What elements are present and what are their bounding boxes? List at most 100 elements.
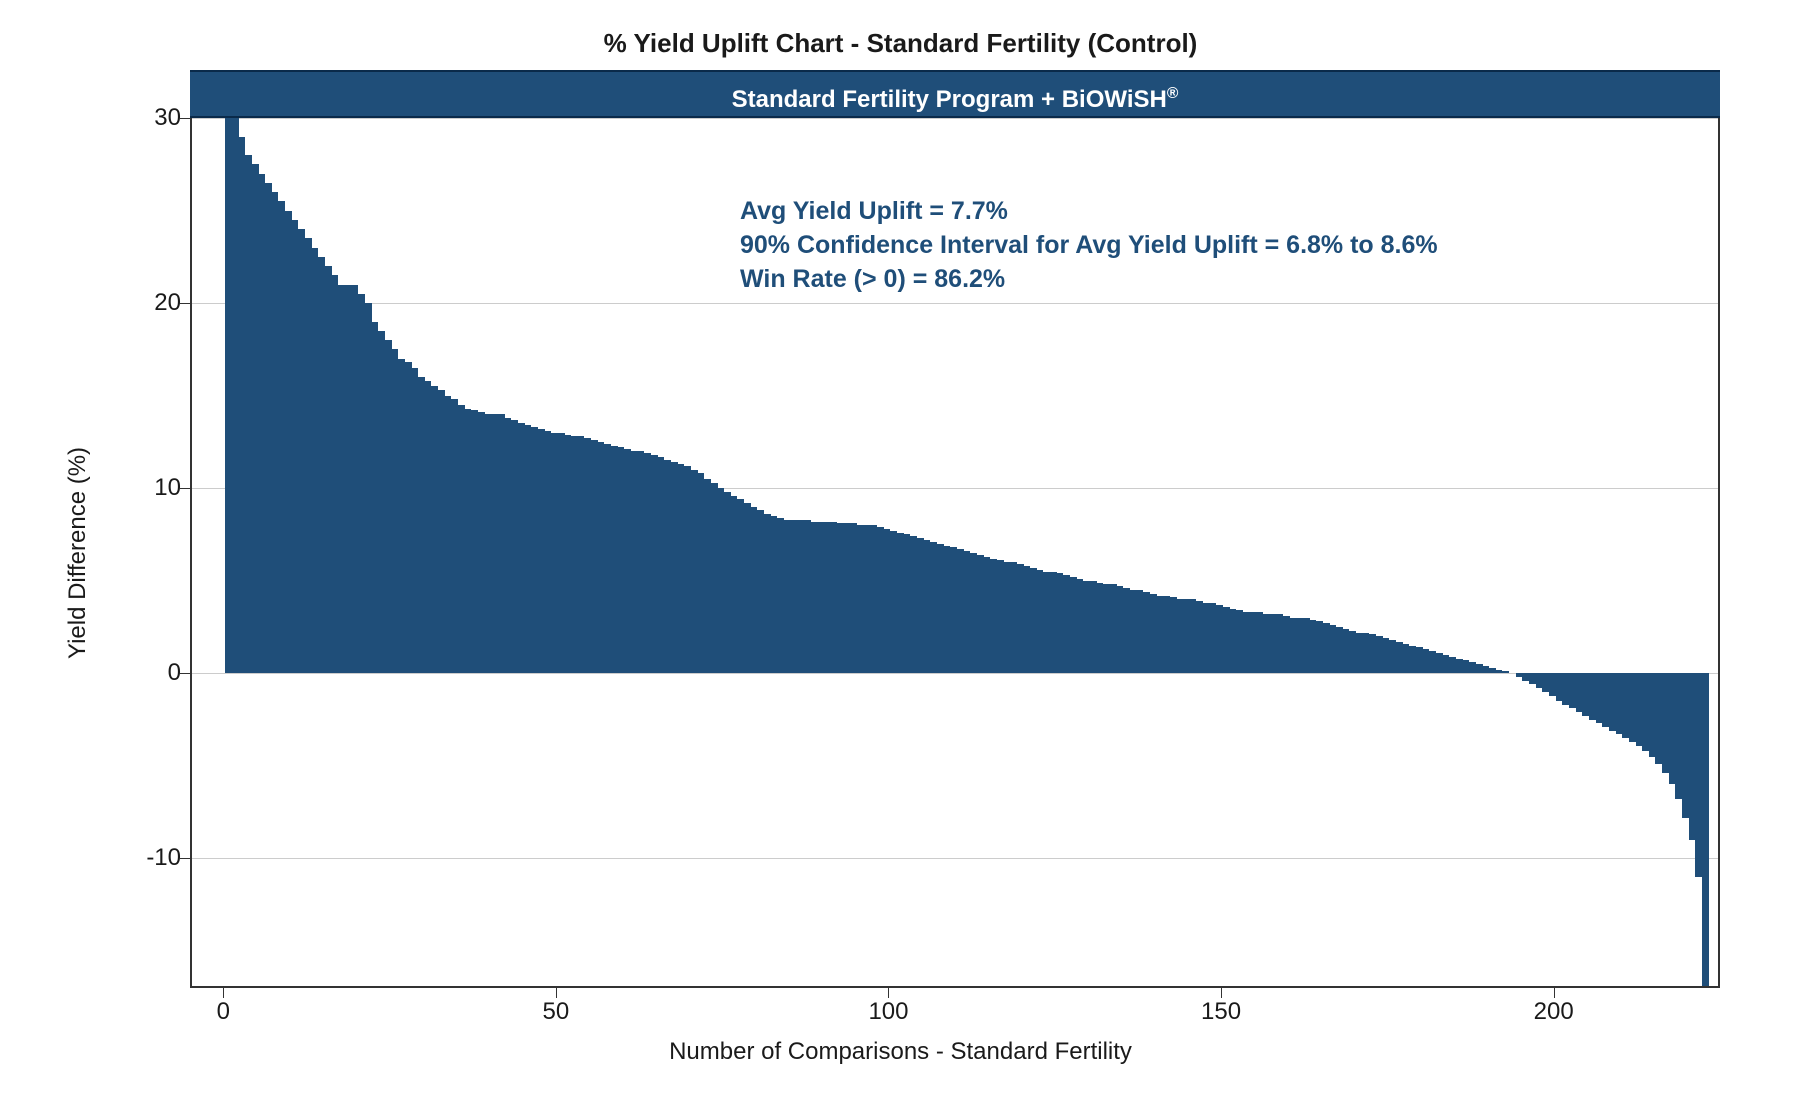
bar (558, 433, 565, 674)
bar (272, 192, 279, 673)
banner-text: Standard Fertility Program + BiOWiSH (732, 86, 1167, 113)
y-tick-label: -10 (121, 844, 181, 872)
bar (298, 229, 305, 673)
bar (1077, 579, 1084, 673)
bar (1649, 673, 1656, 756)
bar (292, 220, 299, 674)
bar (451, 399, 458, 673)
y-tick-label: 10 (121, 474, 181, 502)
bar (624, 449, 631, 673)
bar (1529, 673, 1536, 684)
bar (225, 118, 232, 673)
bar (1675, 673, 1682, 799)
y-tick-mark (180, 303, 190, 304)
bar (1256, 612, 1263, 673)
y-tick-label: 20 (121, 289, 181, 317)
bar (352, 285, 359, 674)
bar (1383, 638, 1390, 673)
bar (704, 479, 711, 673)
bar (445, 396, 452, 674)
x-tick-label: 50 (543, 998, 570, 1026)
bar (265, 183, 272, 674)
bar (837, 523, 844, 673)
x-tick-mark (1554, 988, 1555, 998)
bar (1123, 588, 1130, 673)
bar (1276, 614, 1283, 673)
bar (651, 455, 658, 673)
bar (1157, 596, 1164, 674)
bar (1662, 673, 1669, 773)
y-tick-label: 30 (121, 104, 181, 132)
bar (1037, 570, 1044, 674)
bar (618, 447, 625, 673)
bar (584, 438, 591, 673)
bar (904, 534, 911, 673)
bar (1050, 572, 1057, 674)
bar (1469, 662, 1476, 673)
bar (884, 529, 891, 673)
bar (1263, 614, 1270, 673)
bar (1030, 568, 1037, 674)
bar (1602, 673, 1609, 727)
bar (1456, 659, 1463, 674)
bar (505, 418, 512, 673)
bar (1223, 607, 1230, 674)
bar (990, 559, 997, 674)
bar (1476, 664, 1483, 673)
bar (338, 285, 345, 674)
bar (1629, 673, 1636, 741)
bar (718, 488, 725, 673)
bar (465, 409, 472, 674)
annotation-line-2: 90% Confidence Interval for Avg Yield Up… (740, 229, 1438, 263)
bar (1043, 572, 1050, 674)
bar (1463, 660, 1470, 673)
bar (252, 164, 259, 673)
bar (1090, 581, 1097, 674)
bar (944, 546, 951, 674)
bar (1516, 673, 1523, 677)
bar (318, 257, 325, 673)
grid-line-y (192, 118, 1718, 119)
bar (1010, 562, 1017, 673)
bar (518, 423, 525, 673)
bar (1636, 673, 1643, 745)
bar (1196, 601, 1203, 673)
bar (970, 553, 977, 673)
bar (1170, 597, 1177, 673)
bar (684, 466, 691, 673)
bar (392, 349, 399, 673)
bar (1336, 627, 1343, 673)
bar (1296, 618, 1303, 674)
bar (1576, 673, 1583, 712)
bar (1436, 653, 1443, 673)
bar (511, 420, 518, 674)
bar (478, 412, 485, 673)
bar (412, 368, 419, 673)
bar (531, 427, 538, 673)
bar (977, 555, 984, 673)
bar (1190, 599, 1197, 673)
bar (1303, 618, 1310, 674)
bar (1163, 596, 1170, 674)
y-tick-mark (180, 673, 190, 674)
bar (1103, 584, 1110, 673)
bar (325, 266, 332, 673)
bar (1609, 673, 1616, 730)
bar (824, 522, 831, 674)
x-tick-label: 100 (868, 998, 908, 1026)
bar (1070, 577, 1077, 673)
bar (1210, 603, 1217, 673)
bar (817, 522, 824, 674)
bar (638, 451, 645, 673)
bar (658, 457, 665, 674)
bar (278, 201, 285, 673)
bar (1483, 666, 1490, 673)
bar (930, 542, 937, 673)
bar (1409, 646, 1416, 674)
bar (1110, 584, 1117, 673)
bar (764, 514, 771, 673)
bar (1569, 673, 1576, 708)
bar (458, 405, 465, 673)
annotation-line-1: Avg Yield Uplift = 7.7% (740, 195, 1438, 229)
bar (757, 510, 764, 673)
